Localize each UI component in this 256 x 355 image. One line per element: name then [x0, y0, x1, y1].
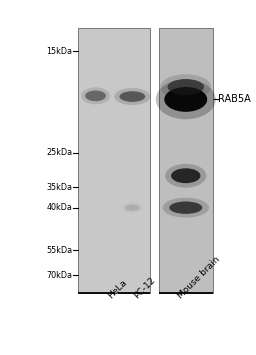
Ellipse shape — [81, 87, 110, 104]
Text: 55kDa: 55kDa — [46, 246, 72, 255]
Text: 25kDa: 25kDa — [46, 148, 72, 157]
Ellipse shape — [163, 198, 209, 218]
Text: 15kDa: 15kDa — [46, 47, 72, 56]
Ellipse shape — [120, 91, 145, 102]
Text: 40kDa: 40kDa — [46, 203, 72, 212]
Text: 35kDa: 35kDa — [46, 183, 72, 192]
Bar — [78, 28, 150, 293]
Ellipse shape — [171, 168, 200, 183]
Text: Mouse brain: Mouse brain — [176, 255, 222, 300]
Ellipse shape — [125, 204, 140, 211]
Text: HeLa: HeLa — [106, 278, 129, 300]
Ellipse shape — [114, 88, 150, 105]
Ellipse shape — [164, 87, 207, 112]
Text: RAB5A: RAB5A — [218, 94, 251, 104]
Bar — [159, 28, 213, 293]
Ellipse shape — [160, 74, 211, 100]
Ellipse shape — [122, 203, 143, 213]
Ellipse shape — [165, 164, 206, 188]
Ellipse shape — [167, 79, 204, 95]
Ellipse shape — [169, 202, 202, 214]
Text: PC-12: PC-12 — [132, 275, 157, 300]
Ellipse shape — [156, 80, 216, 119]
Text: 70kDa: 70kDa — [46, 271, 72, 280]
Ellipse shape — [85, 91, 106, 101]
